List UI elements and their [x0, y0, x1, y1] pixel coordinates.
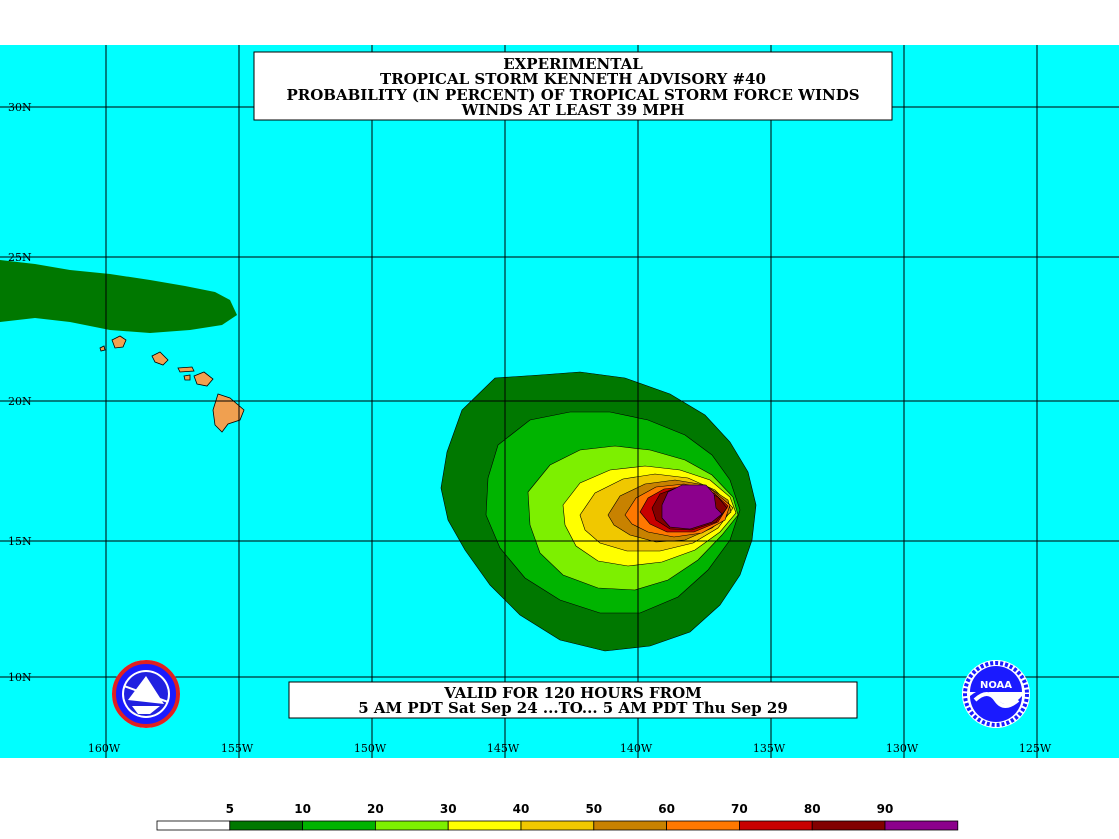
lon-label-135w: 135W — [753, 742, 786, 755]
lon-label-160w: 160W — [88, 742, 121, 755]
legend-label-10: 10 — [294, 802, 311, 816]
title-line-4: WINDS AT LEAST 39 MPH — [461, 101, 685, 119]
lat-label-30n: 30N — [8, 101, 32, 114]
lon-label-155w: 155W — [221, 742, 254, 755]
legend-swatch-0 — [156, 820, 231, 831]
hawaiian-islands — [99, 335, 245, 433]
noaa-logo-text: NOAA — [980, 680, 1012, 691]
island-kauai — [111, 335, 127, 349]
legend-label-70: 70 — [731, 802, 748, 816]
contour-max — [661, 484, 723, 530]
valid-line-1: VALID FOR 120 HOURS FROM — [443, 684, 701, 702]
legend-label-20: 20 — [367, 802, 384, 816]
legend-swatch-7 — [666, 820, 740, 831]
noaa-logo-icon: NOAA — [962, 660, 1030, 728]
title-line-2: TROPICAL STORM KENNETH ADVISORY #40 — [380, 70, 766, 88]
probability-legend: 5 10 20 30 40 50 60 70 80 90 — [156, 802, 959, 831]
legend-swatch-1 — [229, 820, 304, 831]
legend-swatch-10 — [884, 820, 959, 831]
probability-contours — [440, 371, 757, 652]
longitude-labels: 160W 155W 150W 145W 140W 135W 130W 125W — [88, 742, 1052, 755]
legend-label-80: 80 — [804, 802, 821, 816]
lon-label-130w: 130W — [886, 742, 919, 755]
legend-swatch-5 — [520, 820, 595, 831]
legend-swatch-2 — [302, 820, 376, 831]
lat-label-25n: 25N — [8, 251, 32, 264]
legend-swatch-6 — [593, 820, 667, 831]
island-niihau — [99, 345, 106, 352]
legend-label-90: 90 — [877, 802, 894, 816]
lat-label-10n: 10N — [8, 671, 32, 684]
island-hawaii — [212, 393, 245, 433]
lon-label-125w: 125W — [1019, 742, 1052, 755]
legend-label-30: 30 — [440, 802, 457, 816]
island-molokai — [177, 366, 195, 373]
island-oahu — [151, 351, 169, 366]
legend-swatch-3 — [374, 820, 449, 831]
island-lanai — [183, 374, 191, 381]
lat-lon-grid — [0, 45, 1119, 758]
lat-label-15n: 15N — [8, 535, 32, 548]
title-line-3: PROBABILITY (IN PERCENT) OF TROPICAL STO… — [286, 86, 859, 104]
legend-label-40: 40 — [513, 802, 530, 816]
valid-line-2: 5 AM PDT Sat Sep 24 ...TO... 5 AM PDT Th… — [358, 699, 788, 717]
valid-period-box: VALID FOR 120 HOURS FROM 5 AM PDT Sat Se… — [288, 681, 858, 719]
northern-land-shading — [0, 260, 237, 333]
legend-swatch-8 — [739, 820, 813, 831]
lon-label-140w: 140W — [620, 742, 653, 755]
legend-swatches — [156, 820, 959, 831]
legend-swatch-4 — [447, 820, 522, 831]
nws-logo-icon — [112, 660, 180, 728]
legend-label-50: 50 — [585, 802, 602, 816]
lon-label-145w: 145W — [487, 742, 520, 755]
title-line-1: EXPERIMENTAL — [503, 55, 643, 73]
island-maui — [193, 371, 214, 387]
latitude-labels: 30N 25N 20N 15N 10N — [8, 101, 32, 684]
legend-swatch-9 — [811, 820, 886, 831]
legend-label-5: 5 — [226, 802, 234, 816]
legend-labels: 5 10 20 30 40 50 60 70 80 90 — [226, 802, 894, 816]
lat-label-20n: 20N — [8, 395, 32, 408]
lon-label-150w: 150W — [354, 742, 387, 755]
title-box: EXPERIMENTAL TROPICAL STORM KENNETH ADVI… — [253, 51, 893, 121]
legend-label-60: 60 — [658, 802, 675, 816]
